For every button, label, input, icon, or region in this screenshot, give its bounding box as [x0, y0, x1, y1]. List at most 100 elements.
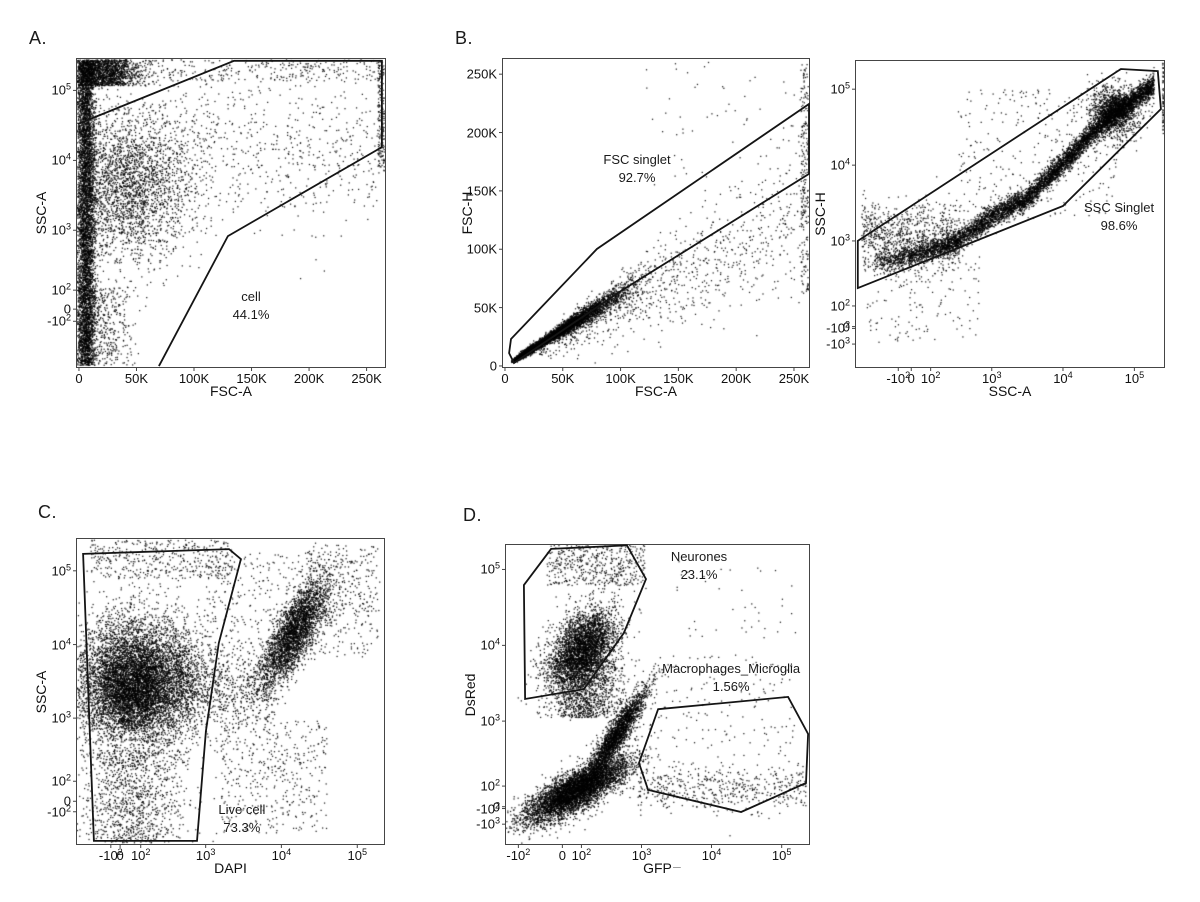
- gate-percentage: 1.56%: [712, 679, 750, 695]
- plot-overlay: [502, 544, 810, 848]
- tick-exponent: 5: [494, 560, 500, 571]
- gate-percentage: 73.3%: [223, 820, 261, 836]
- y-axis-label: SSC-A: [33, 670, 49, 713]
- tick-exponent: 3: [844, 335, 850, 346]
- y-tick-label: 104: [830, 156, 850, 173]
- x-tick-label: 104: [271, 847, 292, 863]
- panel-label-d: D.: [463, 505, 482, 525]
- gate-label: SSC Singlet 98.6%: [1084, 199, 1154, 235]
- x-tick-label: 105: [347, 847, 368, 863]
- x-tick-label: 200K: [293, 371, 325, 386]
- tick-exponent: 2: [65, 772, 71, 783]
- tick-exponent: 2: [65, 803, 71, 814]
- scatter-points-canvas: [856, 61, 1164, 367]
- x-tick-label: 104: [1053, 370, 1073, 386]
- gate-percentage: 23.1%: [680, 566, 718, 582]
- gate-name: Live cell: [218, 802, 266, 818]
- scatter-points-canvas: [503, 59, 809, 367]
- plot-a-cell-gating: 0 50K 100K 150K 200K 250K 105 104 103 102 0 -102 cel…: [33, 58, 386, 399]
- plot-b-fsc-singlet: 0 50K 100K 150K 200K 250K 0 50K 100K 150K 200K 250K…: [459, 58, 810, 399]
- plot-b-ssc-singlet: -102 0 102 103 104 105 105 104 103 102 0 -102 -103 SS…: [812, 60, 1165, 399]
- y-tick-label: 104: [51, 636, 71, 653]
- scatter-points-canvas: [77, 59, 385, 367]
- x-tick-label: 200K: [720, 371, 752, 386]
- tick-exponent: 3: [210, 847, 216, 857]
- plot-d-neurones-macrophages: -102 0 102 103 104 105 105 104 103 102 0 -102 -103 Ne…: [462, 544, 810, 876]
- tick-exponent: 2: [65, 312, 71, 323]
- gate-percentage: 44.1%: [232, 307, 270, 323]
- tick-exponent: 5: [361, 847, 368, 857]
- y-axis-label: FSC-H: [459, 191, 475, 235]
- plot-overlay: [499, 73, 810, 371]
- tick-exponent: 5: [65, 81, 71, 92]
- x-tick-label: -102: [98, 847, 123, 863]
- gate-label: Neurones 23.1%: [671, 548, 727, 584]
- x-tick-label: -102: [886, 370, 911, 386]
- y-tick-label: 0: [63, 793, 71, 809]
- x-tick-label: 50K: [124, 371, 149, 386]
- y-tick-label: 103: [830, 232, 850, 249]
- y-tick-label: 105: [830, 80, 850, 97]
- y-tick-label: -102: [476, 800, 500, 817]
- plot-overlay: [73, 548, 358, 848]
- tick-exponent: 2: [844, 319, 850, 330]
- x-tick-label: 103: [981, 370, 1002, 386]
- x-tick-label: 0: [116, 848, 124, 863]
- tick-exponent: 3: [646, 847, 652, 857]
- x-tick-label: 104: [701, 847, 722, 863]
- x-tick-label: 105: [1124, 370, 1145, 386]
- tick-exponent: 4: [1067, 370, 1073, 380]
- tick-exponent: 3: [494, 712, 500, 723]
- y-tick-label: 105: [480, 560, 500, 577]
- x-tick-label: 0: [501, 371, 509, 386]
- x-tick-label: 50K: [551, 371, 575, 386]
- y-tick-label: 103: [51, 709, 71, 726]
- gate-label: cell 44.1%: [233, 288, 270, 324]
- x-tick-label: 100K: [178, 371, 210, 386]
- y-tick-label: 102: [830, 297, 850, 314]
- y-tick-label: 102: [480, 777, 500, 794]
- tick-exponent: 5: [844, 80, 850, 91]
- tick-exponent: 3: [996, 370, 1002, 380]
- x-tick-label: 103: [631, 847, 652, 863]
- plot-overlay: [852, 68, 1162, 371]
- gate-name: Neurones: [670, 548, 728, 564]
- tick-exponent: 2: [145, 847, 151, 857]
- x-tick-label: -102: [506, 847, 531, 863]
- tick-exponent: 2: [905, 370, 911, 380]
- x-tick-label: 250K: [778, 371, 810, 386]
- y-axis-label: DsRed: [462, 673, 478, 716]
- x-tick-label: 0: [907, 371, 915, 386]
- gate-name: Macrophages_Microglia: [662, 661, 801, 677]
- gate-name: FSC singlet: [603, 152, 671, 168]
- gate-polygon-macrophages-microglia: [638, 695, 810, 813]
- y-tick-label: 150K: [466, 183, 497, 199]
- gate-name: SSC Singlet: [1083, 199, 1155, 215]
- gate-label: FSC singlet 92.7%: [603, 151, 670, 187]
- tick-exponent: 3: [65, 221, 71, 232]
- panel-label-c: C.: [38, 502, 57, 522]
- gate-polygon-ssc-singlet: [856, 68, 1162, 290]
- y-tick-label: 100K: [466, 241, 497, 257]
- artifact-dash: –: [673, 858, 681, 874]
- gate-polygon-fsc-singlet: [508, 102, 810, 365]
- x-tick-label: 250K: [351, 371, 382, 386]
- gate-polygon-cell: [77, 59, 383, 367]
- y-tick-label: 103: [51, 221, 71, 238]
- gate-polygon-neurones: [522, 544, 647, 701]
- x-tick-label: 0: [558, 848, 566, 863]
- y-tick-label: 250K: [466, 66, 497, 82]
- tick-exponent: 2: [525, 847, 531, 857]
- y-tick-label: 0: [63, 301, 71, 317]
- y-tick-label: -102: [47, 803, 71, 820]
- x-tick-label: 102: [571, 847, 592, 863]
- x-tick-label: 150K: [663, 371, 694, 386]
- y-tick-label: -102: [826, 319, 850, 336]
- tick-exponent: 5: [786, 847, 792, 857]
- x-tick-label: 105: [771, 847, 792, 863]
- y-tick-label: -102: [47, 312, 71, 329]
- tick-exponent: 2: [586, 847, 592, 857]
- y-tick-label: 104: [480, 636, 500, 653]
- plot-overlay: [73, 59, 383, 371]
